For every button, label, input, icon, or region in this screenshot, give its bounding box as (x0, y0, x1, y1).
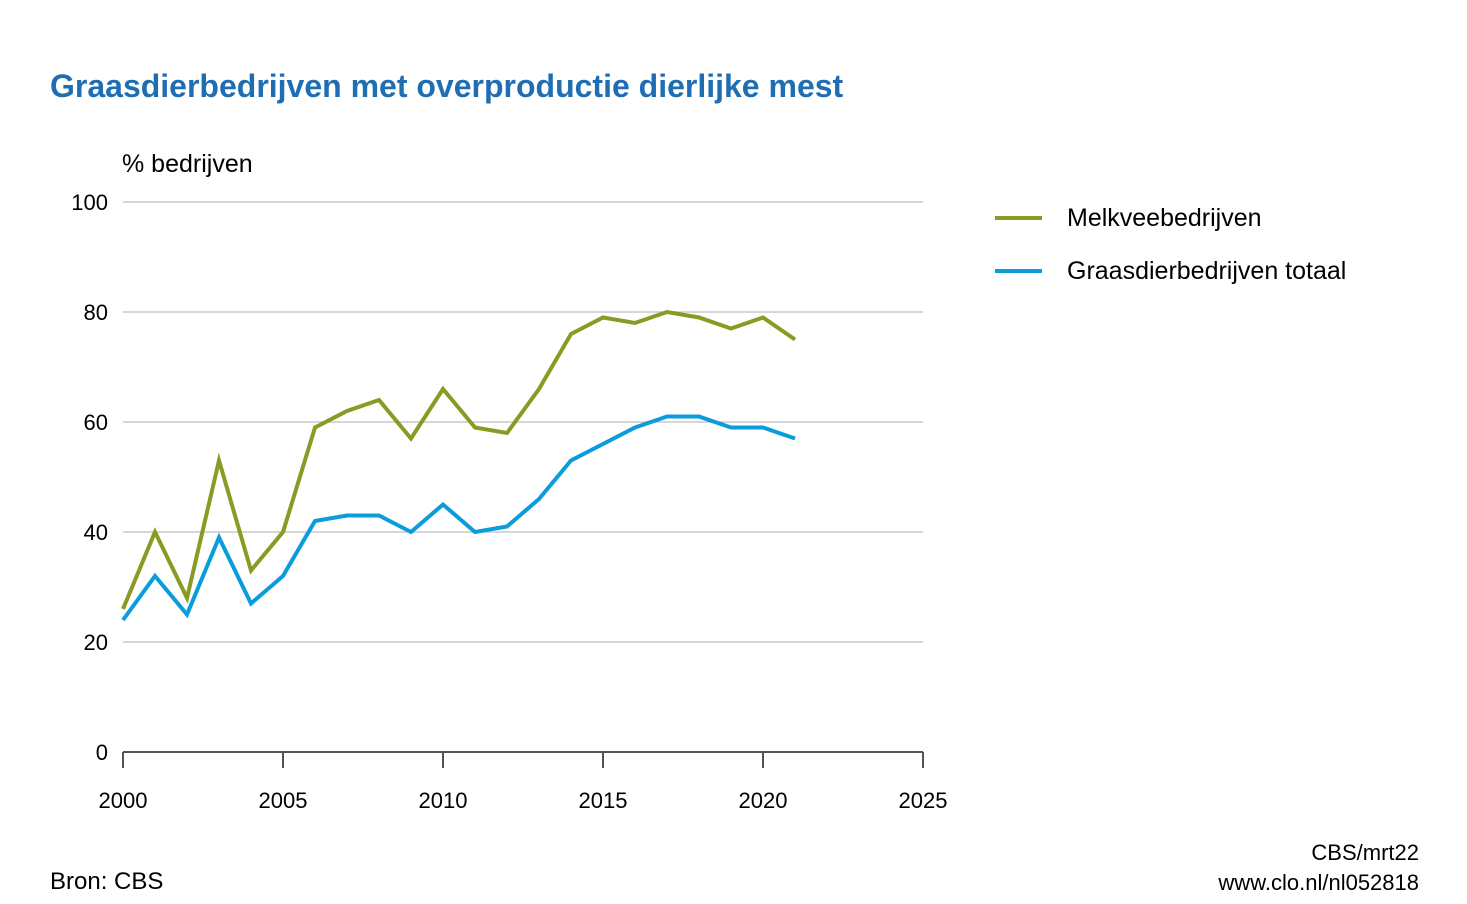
y-axis-ticks: 0 20 40 60 80 100 (71, 190, 108, 765)
y-tick-label-20: 20 (84, 630, 108, 655)
series-line-graasdierbedrijven-totaal (121, 414, 796, 622)
legend-item-graasdierbedrijven-totaal: Graasdierbedrijven totaal (995, 253, 1346, 289)
legend-label: Graasdierbedrijven totaal (1067, 256, 1347, 285)
x-tick-label-2015: 2015 (579, 788, 628, 813)
x-tick-label-2000: 2000 (99, 788, 148, 813)
x-tick-label-2005: 2005 (259, 788, 308, 813)
x-tick-label-2025: 2025 (899, 788, 948, 813)
legend-label: Melkveebedrijven (1067, 203, 1262, 232)
y-tick-label-100: 100 (71, 190, 108, 215)
legend-swatch-graasdierbedrijven-totaal (995, 269, 1042, 273)
y-tick-label-0: 0 (96, 740, 108, 765)
legend-item-melkveebedrijven: Melkveebedrijven (995, 200, 1346, 236)
chart-title: Graasdierbedrijven met overproductie die… (50, 68, 844, 104)
y-tick-label-80: 80 (84, 300, 108, 325)
series-lines (121, 309, 797, 622)
credits: CBS/mrt22 www.clo.nl/nl052818 (1218, 838, 1419, 898)
y-tick-label-60: 60 (84, 410, 108, 435)
y-tick-label-40: 40 (84, 520, 108, 545)
legend: Melkveebedrijven Graasdierbedrijven tota… (995, 200, 1346, 306)
credit-text: CBS/mrt22 (1311, 840, 1419, 865)
legend-swatch-melkveebedrijven (995, 216, 1042, 220)
gridlines (123, 201, 923, 643)
series-line-melkveebedrijven (121, 309, 797, 610)
x-tick-label-2020: 2020 (739, 788, 788, 813)
reference-link[interactable]: www.clo.nl/nl052818 (1218, 870, 1419, 895)
x-tick-label-2010: 2010 (419, 788, 468, 813)
x-axis-ticks: 2000 2005 2010 2015 2020 2025 (99, 752, 948, 813)
y-axis-label: % bedrijven (122, 150, 253, 178)
source-note: Bron: CBS (50, 868, 164, 895)
